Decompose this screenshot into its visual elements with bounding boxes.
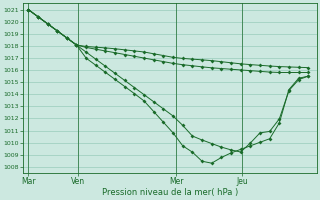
X-axis label: Pression niveau de la mer( hPa ): Pression niveau de la mer( hPa ) bbox=[102, 188, 238, 197]
